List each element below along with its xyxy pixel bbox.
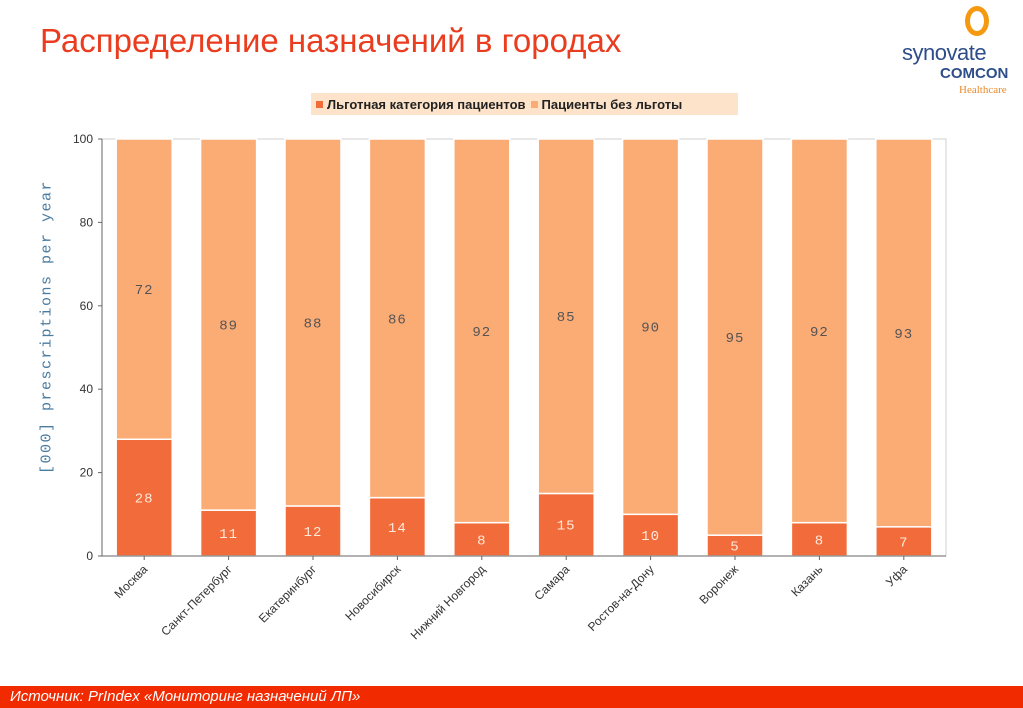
bar-segment-non-privileged: [537, 138, 595, 495]
data-label: 92: [472, 325, 491, 341]
bar-segment-non-privileged: [706, 138, 764, 536]
data-label: 28: [135, 492, 154, 508]
data-label: 95: [726, 331, 745, 347]
legend-label-non-privileged: Пациенты без льготы: [541, 96, 683, 112]
logo-healthcare-text: Healthcare: [959, 84, 1007, 96]
y-tick-label: 80: [80, 215, 94, 229]
x-tick-label: Екатеринбург: [256, 562, 320, 626]
data-label: 85: [557, 310, 576, 326]
logo-synovate-text: synovate: [902, 40, 987, 65]
y-tick-label: 20: [80, 466, 94, 480]
bar-segment-non-privileged: [790, 138, 849, 524]
x-tick-label: Москва: [111, 562, 150, 601]
y-tick-label: 0: [86, 549, 93, 563]
y-tick-label: 60: [80, 299, 94, 313]
logo-ring-icon: [965, 6, 989, 36]
data-label: 93: [894, 327, 913, 343]
data-label: 86: [388, 312, 407, 328]
data-label: 11: [219, 527, 238, 543]
data-label: 15: [557, 519, 576, 535]
data-label: 10: [641, 529, 660, 545]
x-tick-label: Уфа: [883, 562, 910, 589]
x-tick-label: Самара: [531, 562, 572, 603]
legend-swatch-privileged: [316, 100, 323, 108]
data-label: 5: [730, 540, 739, 556]
data-label: 8: [815, 533, 824, 549]
x-tick-label: Воронеж: [696, 562, 741, 607]
bar-segment-non-privileged: [115, 138, 173, 440]
legend-swatch-non-privileged: [530, 100, 538, 108]
legend-label-privileged: Льготная категория пациентов: [327, 96, 526, 112]
data-label: 89: [219, 319, 238, 335]
x-tick-label: Новосибирск: [342, 562, 404, 624]
bar-segment-privileged: [284, 505, 342, 557]
chart-legend: Льготная категория пациентов Пациенты бе…: [311, 93, 738, 115]
legend-item-non-privileged: Пациенты без льготы: [526, 96, 683, 112]
x-tick-label: Нижний Новгород: [408, 562, 488, 642]
bar-segment-non-privileged: [368, 138, 427, 499]
data-label: 90: [641, 321, 660, 337]
bar-segment-privileged: [453, 521, 511, 557]
bar-segment-non-privileged: [875, 138, 933, 528]
legend-item-privileged: Льготная категория пациентов: [311, 97, 526, 112]
bar-segment-non-privileged: [621, 138, 680, 516]
y-tick-label: 100: [73, 132, 93, 146]
x-tick-label: Санкт-Петербург: [158, 562, 235, 639]
page-title: Распределение назначений в городах: [40, 22, 622, 59]
logo-comcon-text: COMCON: [940, 65, 1009, 82]
bar-segment-non-privileged: [199, 138, 258, 511]
data-label: 92: [810, 325, 829, 341]
data-label: 72: [135, 283, 154, 299]
bar-segment-privileged: [199, 509, 258, 557]
source-footer: Источник: PrIndex «Мониторинг назначений…: [0, 686, 1023, 708]
data-label: 14: [388, 521, 407, 537]
bar-segment-non-privileged: [284, 138, 342, 507]
y-tick-label: 40: [80, 382, 94, 396]
bar-segment-privileged: [875, 526, 933, 557]
x-tick-label: Казань: [788, 562, 825, 599]
data-label: 12: [304, 525, 323, 541]
data-label: 88: [304, 316, 323, 332]
data-label: 7: [899, 535, 908, 551]
data-label: 8: [477, 533, 486, 549]
stacked-bar-chart: 0 20 40 60 80 100 28 72 Москва 11 89 Санкт-Петербур…: [73, 132, 947, 642]
bar-segment-non-privileged: [453, 138, 511, 524]
synovate-comcon-logo: synovate COMCON Healthcare: [895, 4, 1023, 96]
x-tick-label: Ростов-на-Дону: [585, 562, 657, 634]
bar-segment-privileged: [621, 513, 680, 557]
